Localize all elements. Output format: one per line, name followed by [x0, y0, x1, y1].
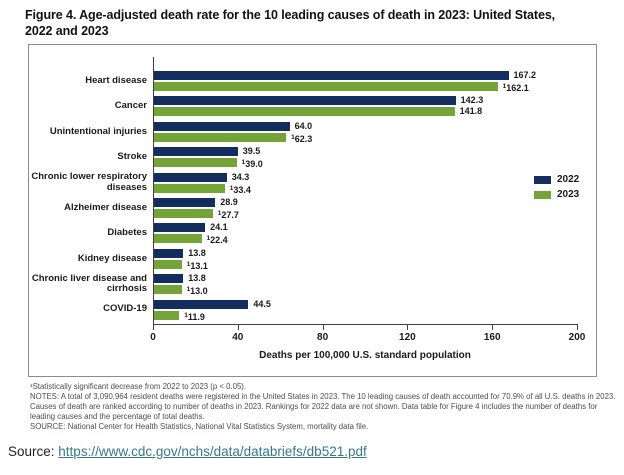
bar-value-label-2022: 34.3 [231, 171, 250, 182]
significance-marker: 1 [186, 286, 191, 294]
bar-value-label-2023: 113.1 [186, 260, 208, 271]
source-row: Source: https://www.cdc.gov/nchs/data/da… [8, 444, 367, 459]
x-axis-tick-label: 80 [317, 332, 329, 343]
bar-value-label-2023: 1162.1 [502, 83, 529, 93]
bar-2023 [154, 310, 180, 320]
category-label: Diabetes [107, 227, 147, 239]
figure-title-line2: 2022 and 2023 [25, 24, 109, 38]
bar-2023 [154, 107, 455, 117]
legend-label-2022: 2022 [557, 174, 580, 185]
footnote-significance: ¹Statistically significant decrease from… [30, 382, 247, 391]
bar-2023 [154, 132, 287, 142]
bar-value-label-2022: 13.8 [188, 273, 206, 284]
x-axis-title: Deaths per 100,000 U.S. standard populat… [259, 350, 471, 361]
bar-2023 [154, 82, 498, 91]
category-label: Alzheimer disease [64, 201, 147, 213]
footnote-notes: NOTES: A total of 3,090,964 resident dea… [30, 391, 616, 421]
source-link[interactable]: https://www.cdc.gov/nchs/data/databriefs… [58, 444, 367, 459]
category-label: COVID-19 [103, 303, 147, 315]
source-label: Source: [8, 444, 55, 459]
bar-2023 [154, 234, 202, 244]
significance-marker: 1 [184, 311, 188, 319]
bar-value-label-2022: 142.3 [460, 95, 484, 106]
bar-value-label-2022: 44.5 [253, 298, 271, 309]
category-label: Kidney disease [77, 252, 147, 264]
figure-title-line1: Figure 4. Age-adjusted death rate for th… [25, 8, 556, 22]
category-label: Unintentional injuries [49, 125, 147, 137]
significance-marker: 1 [186, 260, 191, 268]
legend-swatch-2023 [534, 190, 551, 199]
footnote-source: SOURCE: National Center for Health Stati… [30, 421, 369, 431]
bar-value-label-2023: 127.7 [217, 210, 239, 220]
bar-value-label-2023: 122.4 [206, 235, 228, 246]
legend-swatch-2022 [534, 175, 551, 184]
bar-2023 [154, 209, 213, 218]
bar-2023 [154, 183, 225, 193]
bar-2022 [154, 198, 216, 207]
bar-value-label-2022: 24.1 [210, 222, 228, 233]
bar-2022 [154, 71, 509, 80]
significance-marker: 1 [241, 159, 246, 167]
x-axis-tick [237, 325, 239, 330]
bar-2023 [154, 259, 182, 269]
x-axis-tick [322, 325, 324, 330]
category-label: Cancer [114, 100, 147, 112]
bar-value-label-2023: 162.3 [291, 133, 313, 144]
bar-value-label-2023: 139.0 [241, 159, 263, 170]
bar-2023 [154, 285, 182, 295]
category-label: Heart disease [85, 74, 147, 86]
bar-value-label-2023: 141.8 [459, 106, 483, 117]
x-axis-tick-label: 200 [568, 332, 586, 343]
bar-value-label-2023: 133.4 [229, 184, 251, 195]
bar-2022 [154, 248, 184, 258]
x-axis-tick [407, 325, 409, 330]
bar-2022 [154, 299, 249, 309]
bar-2022 [154, 223, 206, 233]
significance-marker: 1 [217, 210, 222, 217]
x-axis-tick-label: 120 [399, 332, 416, 343]
x-axis-tick [492, 325, 494, 330]
x-axis-tick-label: 0 [150, 332, 156, 343]
chart-frame: 167.2 1162.1 142.3 141.8 64.0 162.3 39.5 139.0 3… [28, 44, 597, 377]
x-axis-tick-label: 40 [232, 332, 244, 343]
bar-2022 [154, 172, 227, 182]
category-label: Stroke [117, 150, 147, 162]
bar-2022 [154, 96, 456, 106]
significance-marker: 1 [229, 184, 234, 192]
bar-value-label-2022: 28.9 [220, 197, 238, 207]
bar-value-label-2022: 64.0 [294, 120, 313, 131]
bar-2022 [154, 274, 184, 284]
x-axis-tick-label: 160 [483, 332, 501, 343]
significance-marker: 1 [502, 83, 507, 90]
category-label: Chronic liver disease and cirrhosis [31, 272, 147, 295]
plot-area: 167.2 1162.1 142.3 141.8 64.0 162.3 39.5 139.0 3… [153, 57, 578, 325]
x-axis-tick [153, 325, 154, 330]
category-label: Chronic lower respiratory diseases [31, 171, 147, 193]
chart-legend: 2022 2023 [534, 172, 579, 202]
significance-marker: 1 [291, 133, 295, 141]
bar-value-label-2023: 111.9 [184, 311, 205, 322]
footnotes: ¹Statistically significant decrease from… [30, 382, 622, 432]
legend-label-2023: 2023 [557, 189, 580, 200]
figure-title: Figure 4. Age-adjusted death rate for th… [25, 7, 605, 39]
legend-entry-2023: 2023 [534, 187, 579, 202]
legend-entry-2022: 2022 [534, 172, 579, 187]
bar-2022 [154, 147, 238, 157]
bar-2023 [154, 158, 237, 168]
bar-value-label-2022: 167.2 [513, 70, 536, 80]
bar-value-label-2022: 13.8 [188, 247, 206, 258]
bar-value-label-2023: 113.0 [186, 286, 208, 297]
significance-marker: 1 [206, 235, 211, 243]
bar-2022 [154, 121, 290, 131]
x-axis-tick [577, 325, 578, 330]
bar-value-label-2022: 39.5 [242, 146, 261, 157]
